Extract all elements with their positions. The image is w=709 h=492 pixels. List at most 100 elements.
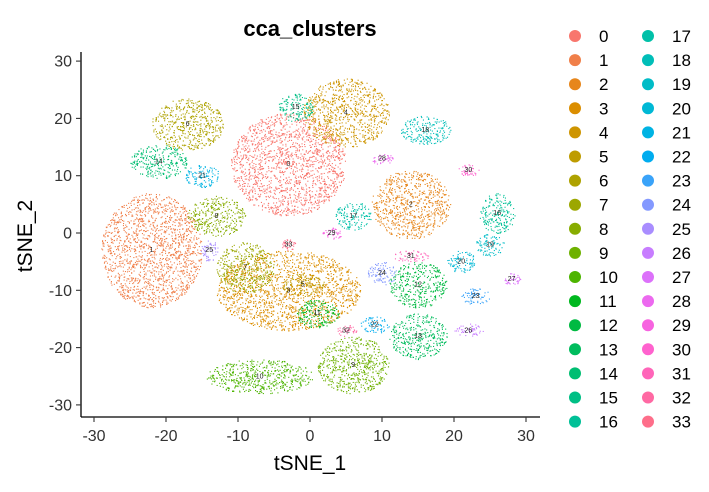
point xyxy=(236,158,238,160)
point xyxy=(341,171,343,173)
point xyxy=(309,265,311,267)
point xyxy=(271,130,273,132)
point xyxy=(184,266,186,268)
point xyxy=(385,208,387,210)
point xyxy=(286,164,288,166)
point xyxy=(412,224,414,226)
point xyxy=(298,316,300,318)
point xyxy=(272,134,274,136)
point xyxy=(395,215,397,217)
point xyxy=(256,264,258,266)
point xyxy=(193,276,195,278)
point xyxy=(326,186,328,188)
point xyxy=(290,168,292,170)
point xyxy=(172,221,174,223)
point xyxy=(404,171,406,173)
point xyxy=(132,266,134,268)
point xyxy=(167,293,169,295)
point xyxy=(164,263,166,265)
point xyxy=(439,220,441,222)
point xyxy=(159,229,161,231)
point xyxy=(298,200,300,202)
point xyxy=(184,208,186,210)
point xyxy=(427,225,429,227)
point xyxy=(180,286,182,288)
point xyxy=(167,227,169,229)
point xyxy=(382,200,384,202)
point xyxy=(412,220,414,222)
point xyxy=(142,302,144,304)
point xyxy=(423,192,425,194)
point xyxy=(246,138,248,140)
point xyxy=(306,132,308,134)
point xyxy=(315,145,317,147)
point xyxy=(145,298,147,300)
point xyxy=(287,250,289,252)
point xyxy=(185,245,187,247)
point xyxy=(137,263,139,265)
point xyxy=(414,185,416,187)
point xyxy=(151,265,153,267)
point xyxy=(258,188,260,190)
point xyxy=(190,231,192,233)
point xyxy=(130,242,132,244)
point xyxy=(102,245,104,247)
point xyxy=(296,288,298,290)
point xyxy=(117,229,119,231)
point xyxy=(141,215,143,217)
point xyxy=(385,227,387,229)
point xyxy=(434,222,436,224)
point xyxy=(293,160,295,162)
point xyxy=(425,199,427,201)
point xyxy=(256,295,258,297)
point xyxy=(110,282,112,284)
point xyxy=(289,139,291,141)
point xyxy=(424,183,426,185)
point xyxy=(274,124,276,126)
point xyxy=(432,194,434,196)
point xyxy=(447,215,449,217)
point xyxy=(149,206,151,208)
point xyxy=(260,119,262,121)
point xyxy=(250,174,252,176)
point xyxy=(280,204,282,206)
point xyxy=(305,257,307,259)
point xyxy=(323,136,325,138)
point xyxy=(305,258,307,260)
point xyxy=(122,260,124,262)
point xyxy=(163,242,165,244)
point xyxy=(245,190,247,192)
point xyxy=(281,163,283,165)
point xyxy=(178,254,180,256)
point xyxy=(170,261,172,263)
point xyxy=(141,258,143,260)
point xyxy=(348,283,350,285)
point xyxy=(186,210,188,212)
point xyxy=(273,137,275,139)
point xyxy=(328,274,330,276)
point xyxy=(441,210,443,212)
point xyxy=(241,166,243,168)
point xyxy=(275,133,277,135)
point xyxy=(309,119,311,121)
point xyxy=(239,185,241,187)
point xyxy=(412,189,414,191)
point xyxy=(323,172,325,174)
point xyxy=(333,185,335,187)
point xyxy=(398,229,400,231)
point xyxy=(407,232,409,234)
point xyxy=(297,271,299,273)
point xyxy=(237,299,239,301)
point xyxy=(327,318,329,320)
point xyxy=(292,329,294,331)
point xyxy=(308,254,310,256)
point xyxy=(278,136,280,138)
point xyxy=(231,159,233,161)
point xyxy=(295,308,297,310)
point xyxy=(409,194,411,196)
point xyxy=(137,207,139,209)
point xyxy=(307,152,309,154)
point xyxy=(159,245,161,247)
point xyxy=(323,196,325,198)
point xyxy=(424,172,426,174)
